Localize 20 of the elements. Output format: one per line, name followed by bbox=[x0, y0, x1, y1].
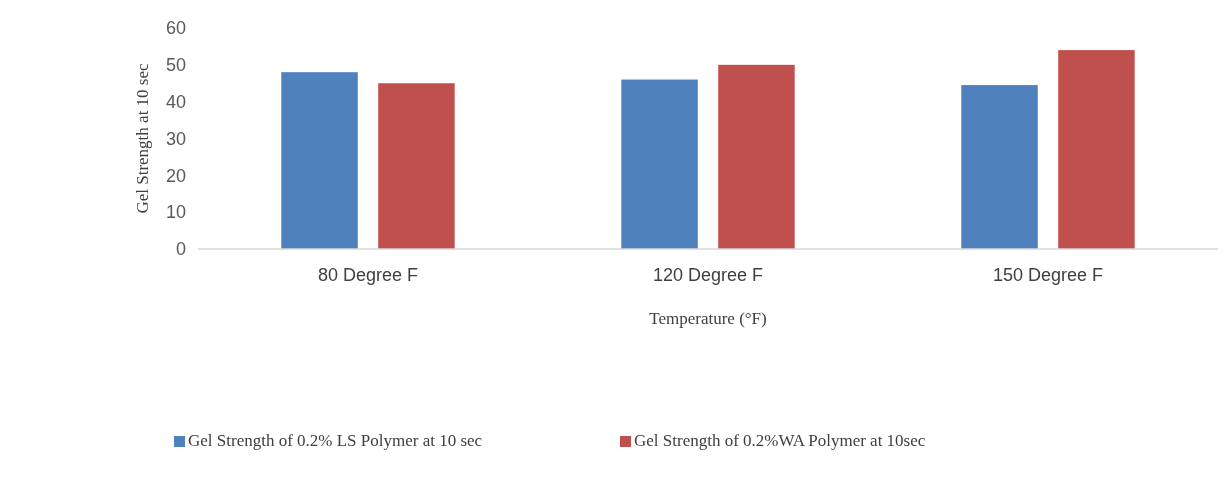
y-tick-label: 30 bbox=[165, 128, 186, 149]
y-tick-label: 0 bbox=[175, 239, 186, 260]
x-tick-label: 150 Degree F bbox=[992, 265, 1104, 285]
x-tick-label: 120 Degree F bbox=[652, 265, 764, 285]
y-tick-label: 50 bbox=[165, 55, 186, 76]
bar bbox=[1058, 50, 1135, 249]
y-tick-label: 20 bbox=[165, 165, 186, 186]
bar bbox=[961, 85, 1038, 249]
y-tick-label: 10 bbox=[165, 202, 186, 223]
bar bbox=[621, 79, 698, 249]
y-tick-label: 60 bbox=[165, 18, 186, 39]
bar bbox=[718, 64, 795, 249]
legend-label: Gel Strength of 0.2%WA Polymer at 10sec bbox=[634, 431, 926, 450]
bar bbox=[281, 72, 358, 249]
y-axis-title: Gel Strength at 10 sec bbox=[133, 62, 152, 214]
y-tick-label: 40 bbox=[165, 91, 186, 112]
bar bbox=[378, 83, 455, 249]
x-tick-label: 80 Degree F bbox=[317, 265, 419, 285]
legend-label: Gel Strength of 0.2% LS Polymer at 10 sec bbox=[188, 431, 483, 450]
x-axis-title: Temperature (°F) bbox=[649, 309, 767, 328]
